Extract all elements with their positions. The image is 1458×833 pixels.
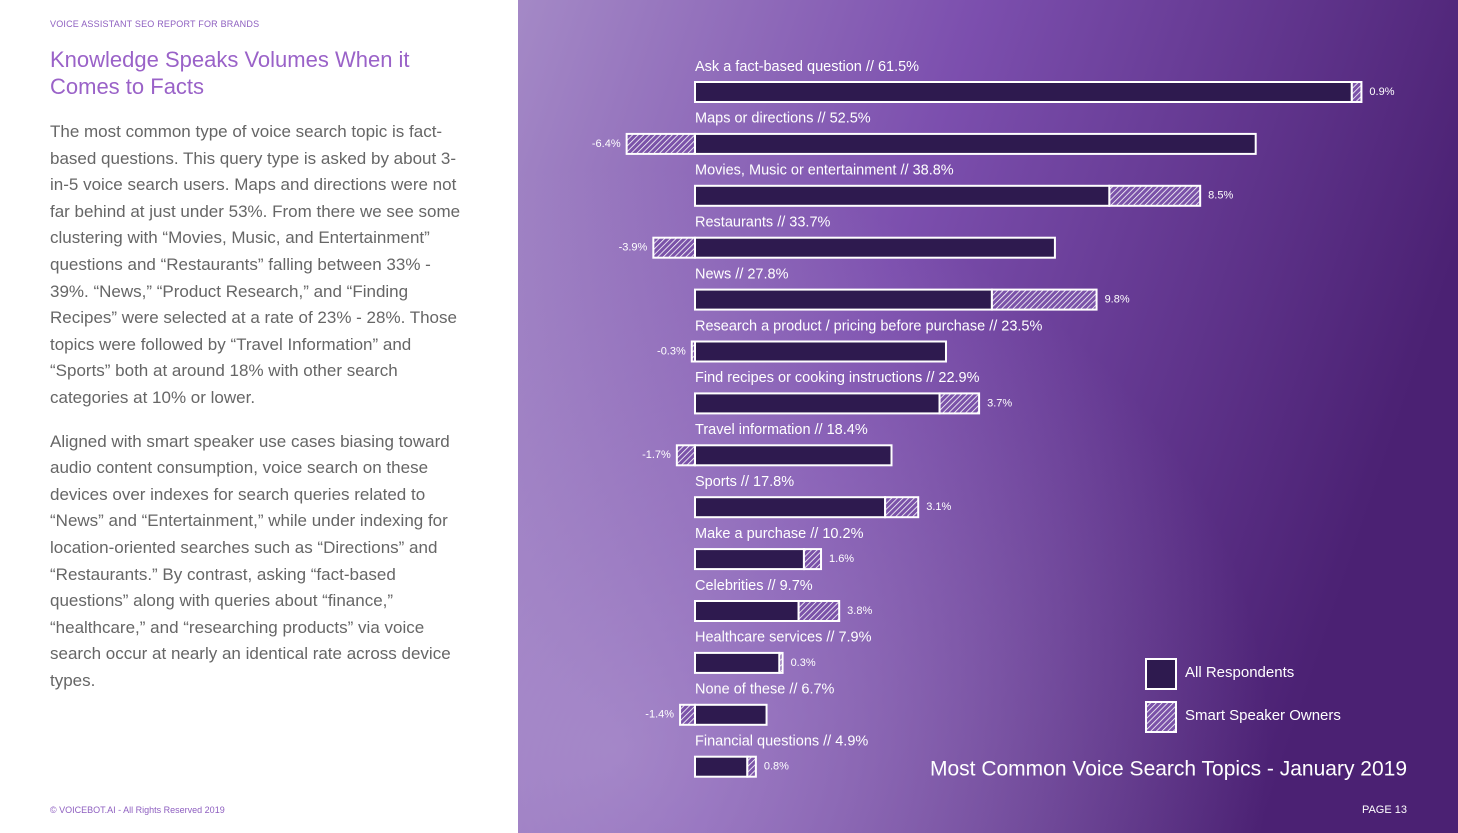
legend-swatch [1145,701,1177,733]
bar [694,600,800,622]
hatched-bar [990,288,1098,311]
category-label: Travel information // 18.4% [695,422,868,438]
legend-label: All Respondents [1185,664,1294,681]
paragraph: Aligned with smart speaker use cases bia… [50,431,451,690]
category-label: Celebrities // 9.7% [695,578,813,594]
category-label: Make a purchase // 10.2% [695,526,864,542]
bar [694,651,781,674]
category-label: Financial questions // 4.9% [695,734,868,750]
hatched-bar [884,496,920,519]
hatched-bar [1350,81,1363,103]
hatched-bar [938,392,981,415]
legend-swatch [1145,658,1177,690]
bar [694,703,768,726]
bar [694,496,887,519]
category-label: Maps or directions // 52.5% [695,111,871,127]
bar [694,548,805,571]
category-label: Sports // 17.8% [695,474,794,490]
footer: © VOICEBOT.AI - All Rights Reserved 2019 [50,805,225,815]
hatched-bar [690,340,697,363]
bar [694,755,749,778]
category-label: News // 27.8% [695,266,789,282]
bar [694,288,993,311]
value-label: -3.9% [619,242,648,254]
hatched-bar [1108,184,1202,207]
value-label: -1.4% [645,709,674,721]
paragraph: The most common type of voice search top… [50,122,461,407]
bar [694,236,1056,259]
header: VOICE ASSISTANT SEO REPORT FOR BRANDS [50,19,260,29]
hatched-bar [746,755,757,778]
hatched-bar [797,600,841,622]
bar [694,132,1257,155]
category-label: Restaurants // 33.7% [695,215,831,231]
value-label: -1.7% [642,449,671,461]
value-label: 3.1% [926,501,951,513]
category-label: Find recipes or cooking instructions // … [695,370,980,386]
chart-title: Most Common Voice Search Topics - Januar… [930,758,1407,781]
value-label: 0.8% [764,761,789,773]
category-label: Healthcare services // 7.9% [695,630,872,646]
hatched-bar [802,548,823,571]
value-label: 0.3% [791,657,816,669]
hatched-bar [625,132,696,155]
legend-label: Smart Speaker Owners [1185,707,1341,724]
value-label: 3.7% [987,397,1012,409]
value-label: 8.5% [1208,190,1233,202]
heading: Knowledge Speaks Volumes When it Comes t… [50,47,410,99]
value-label: 1.6% [829,553,854,565]
bar [694,444,893,467]
bar [694,81,1353,103]
value-label: 3.8% [847,605,872,617]
category-label: Ask a fact-based question // 61.5% [695,59,919,75]
value-label: -6.4% [592,138,621,150]
value-label: 0.9% [1369,86,1394,98]
page-number: PAGE 13 [1362,804,1407,816]
category-label: Movies, Music or entertainment // 38.8% [695,163,954,179]
hatched-bar [675,444,696,467]
bar [694,392,941,415]
hatched-bar [778,651,784,674]
value-label: 9.8% [1105,294,1130,306]
chart: Most Common Voice Search Topics - Januar… [518,0,1458,833]
category-label: None of these // 6.7% [695,682,835,698]
hatched-bar [652,236,697,259]
text-panel: VOICE ASSISTANT SEO REPORT FOR BRANDS Kn… [0,0,518,833]
value-label: -0.3% [657,345,686,357]
body: The most common type of voice search top… [50,119,470,711]
bar [694,184,1111,207]
bar [694,340,947,363]
category-label: Research a product / pricing before purc… [695,318,1042,334]
hatched-bar [679,703,697,726]
